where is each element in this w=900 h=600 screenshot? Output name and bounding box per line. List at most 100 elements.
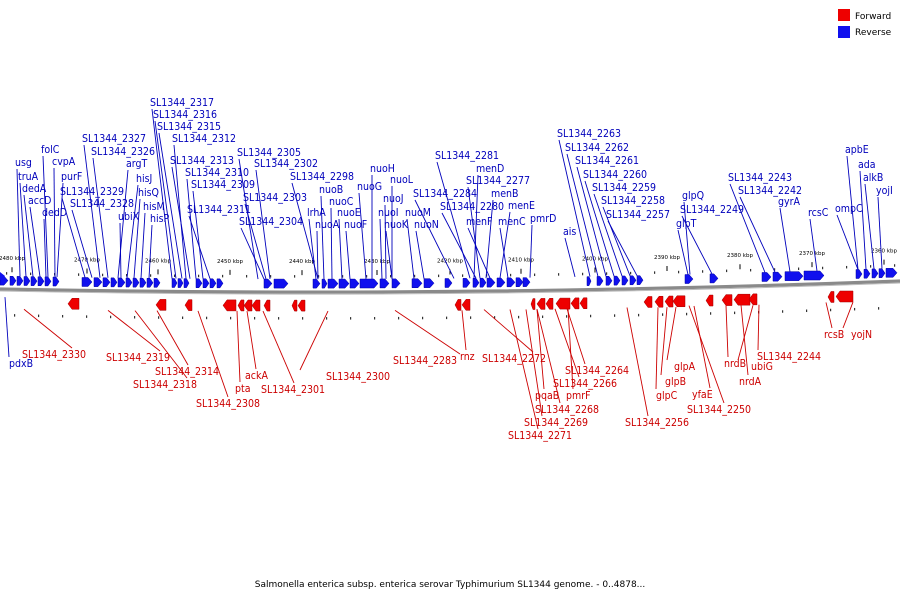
label-leader-line <box>864 183 875 270</box>
reverse-gene-arrow <box>772 271 783 282</box>
track-dot <box>638 313 640 317</box>
gene-label: gyrA <box>778 196 800 208</box>
reverse-gene-arrow <box>117 277 126 288</box>
label-leader-line <box>842 301 854 329</box>
track-dot <box>182 316 184 320</box>
gene-label: glpC <box>656 390 678 402</box>
label-leader-line <box>757 304 760 351</box>
reverse-gene-arrow <box>423 278 435 288</box>
reverse-gene-arrow <box>349 278 360 289</box>
label-leader-line <box>316 230 319 280</box>
gene-label: nuoI <box>378 207 399 219</box>
gene-label: nuoB <box>319 184 343 196</box>
gene-label: SL1344_2316 <box>153 109 217 121</box>
label-leader-line <box>4 297 10 358</box>
track-dot <box>318 275 320 278</box>
gene-label: SL1344_2311 <box>187 204 251 216</box>
track-dot <box>462 274 464 277</box>
gene-label: yojI <box>876 185 893 197</box>
track-dot <box>654 271 656 274</box>
tick-label: 2460 kbp <box>145 258 171 264</box>
gene-label: nuoE <box>337 207 361 219</box>
label-leader-line <box>197 310 229 398</box>
gene-label: glpA <box>674 361 696 373</box>
label-leader-line <box>133 198 141 279</box>
forward-gene-arrow <box>263 299 271 312</box>
track-dot <box>446 316 448 320</box>
gene-label: ompC <box>835 203 863 215</box>
gene-label: menB <box>491 188 519 200</box>
forward-gene-arrow <box>721 294 733 306</box>
gene-label: SL1344_2262 <box>565 142 629 154</box>
track-dot <box>254 316 256 320</box>
gene-label: ackA <box>245 370 268 382</box>
label-leader-line <box>584 180 615 277</box>
gene-label: cvpA <box>52 156 76 168</box>
label-leader-line <box>394 310 461 355</box>
gene-label: ubiG <box>751 361 773 373</box>
label-leader-line <box>173 144 187 279</box>
tick-label: 2420 kbp <box>437 259 463 265</box>
tick-label: 2430 kbp <box>364 259 390 265</box>
gene-label: nuoK <box>384 219 409 231</box>
label-leader-line <box>529 224 533 278</box>
gene-label: SL1344_2328 <box>70 198 134 210</box>
track-dot <box>710 312 712 315</box>
gene-label: SL1344_2264 <box>565 365 629 377</box>
track-dot <box>630 271 632 275</box>
gene-label: folC <box>41 144 60 156</box>
label-leader-line <box>308 218 317 280</box>
label-leader-line <box>593 193 623 277</box>
reverse-gene-arrow <box>202 278 210 289</box>
reverse-gene-arrow <box>605 276 613 286</box>
gene-label: SL1344_2309 <box>191 179 255 191</box>
gene-label: SL1344_2244 <box>757 351 821 363</box>
forward-gene-arrow <box>251 299 261 312</box>
reverse-gene-arrow <box>102 277 111 288</box>
label-leader-line <box>461 310 467 351</box>
track-dot <box>174 274 176 278</box>
reverse-gene-arrow <box>709 273 719 284</box>
label-leader-line <box>29 206 41 277</box>
label-leader-line <box>836 214 859 270</box>
gene-label: SL1344_2259 <box>592 182 656 194</box>
label-leader-line <box>441 212 477 279</box>
track-dot <box>558 273 560 276</box>
gene-label: alkB <box>863 172 883 184</box>
gene-label: nuoH <box>370 163 395 175</box>
track-dot <box>806 309 808 313</box>
label-leader-line <box>846 155 859 270</box>
label-leader-line <box>236 310 241 383</box>
gene-label: SL1344_2301 <box>261 384 325 396</box>
label-leader-line <box>107 310 161 352</box>
forward-gene-arrow <box>748 293 758 306</box>
label-leader-line <box>739 196 776 273</box>
reverse-gene-arrow <box>486 277 496 288</box>
gene-label: SL1344_2271 <box>508 430 572 442</box>
gene-label: SL1344_2317 <box>150 97 214 109</box>
label-leader-line <box>607 220 638 276</box>
forward-gene-arrow <box>297 299 306 312</box>
genome-backbone-shadow <box>0 282 900 295</box>
track-dot <box>222 274 224 278</box>
reverse-gene-arrow <box>195 278 203 288</box>
gene-label: menF <box>466 216 492 228</box>
label-leader-line <box>602 206 631 277</box>
tick-label: 2440 kbp <box>289 259 315 265</box>
label-leader-line <box>566 153 599 277</box>
label-leader-line <box>467 227 491 279</box>
track-dot <box>606 272 608 275</box>
forward-gene-arrow <box>643 296 653 308</box>
reverse-gene-arrow <box>153 278 161 288</box>
track-dot <box>294 275 296 278</box>
label-leader-line <box>299 310 329 371</box>
label-leader-line <box>566 308 586 365</box>
gene-label: SL1344_2326 <box>91 146 155 158</box>
gene-label: glpT <box>676 218 697 230</box>
gene-label: glpB <box>665 376 686 388</box>
gene-label: SL1344_2263 <box>557 128 621 140</box>
track-dot <box>726 269 728 273</box>
label-leader-line <box>626 307 649 417</box>
track-dot <box>422 316 424 320</box>
